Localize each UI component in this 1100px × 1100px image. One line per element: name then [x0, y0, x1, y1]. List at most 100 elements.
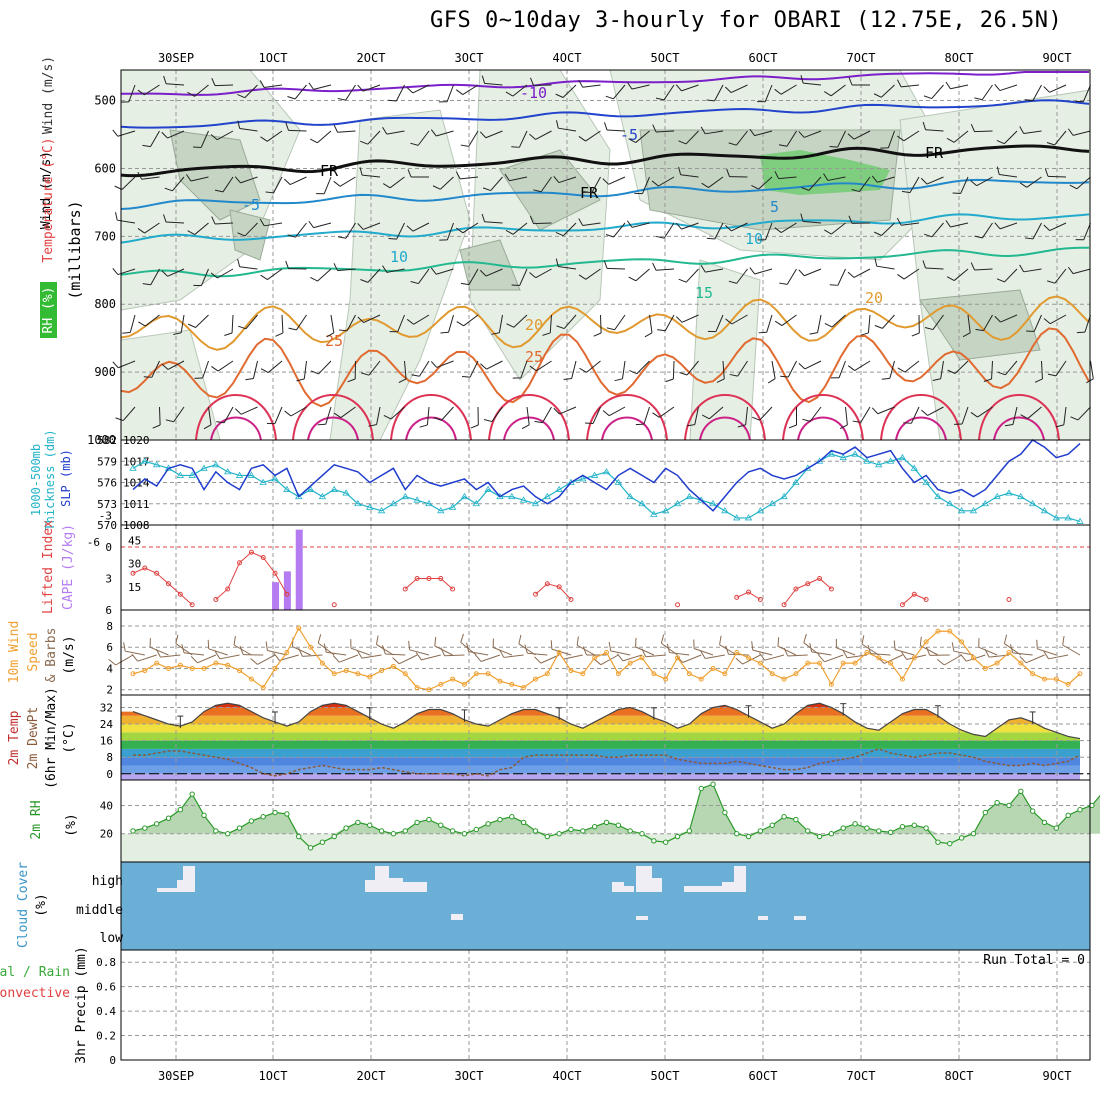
label-precip-total: Total / Rain [0, 965, 70, 980]
thickness-point [993, 492, 1001, 500]
thickness-point [590, 471, 599, 478]
label-slp: SLP (mb) [59, 449, 73, 507]
wind-barb [1063, 406, 1067, 425]
wind-barb [200, 130, 209, 148]
cloud-block [722, 882, 734, 892]
wind-barb-flag [578, 218, 584, 226]
wind-barb-flag [809, 642, 813, 652]
wind-barb [367, 268, 381, 283]
wind-barb-flag [970, 262, 975, 271]
label-lifted: Lifted Index [41, 520, 56, 614]
wind-barb [932, 314, 944, 330]
wind-barb-flag [185, 174, 192, 182]
wind-barb-flag [430, 267, 437, 275]
wind-barb [867, 314, 871, 333]
wind-barb [563, 654, 583, 660]
wind-barb-flag [298, 648, 303, 657]
wind-barb-flag [347, 378, 356, 383]
wind-barb [303, 360, 307, 379]
dewpoint-line [133, 748, 1081, 777]
isotherm-loop-inner [797, 416, 849, 441]
wind-barb [884, 654, 903, 664]
lifted-index-point [532, 591, 538, 597]
isotherm-line [120, 144, 1090, 178]
lifted-index-line [902, 593, 927, 606]
wind-barb-flag [725, 318, 733, 325]
cloud-block [451, 914, 463, 920]
x-tick-top: 5OCT [651, 51, 680, 65]
rh2m-point [627, 828, 633, 834]
rh2m-point [355, 819, 361, 826]
wind-barb-flag [237, 232, 246, 237]
wind-barb [330, 314, 335, 333]
wind-barb [562, 84, 577, 98]
wind-barb [362, 84, 381, 92]
thickness-point [141, 457, 149, 464]
isotherm-line [120, 99, 1090, 129]
wind-barb [339, 176, 356, 187]
wind-barb-flag [338, 329, 348, 332]
lifted-index-point [793, 586, 799, 592]
wind-speed-point [757, 660, 763, 666]
lifted-index-point [757, 597, 763, 602]
rh2m-point [686, 828, 693, 834]
y-tick-precip: 0.2 [96, 1030, 116, 1043]
cape-bar [295, 529, 303, 610]
rh2m-point [651, 838, 657, 844]
label-cape: CAPE (J/kg) [61, 524, 76, 610]
wind-speed-point [734, 650, 740, 655]
wind-barb [901, 84, 920, 88]
wind-barb [836, 647, 856, 656]
wind-barb-flag [392, 657, 400, 665]
run-total: Run Total = 0 [983, 953, 1085, 968]
wind-barb [909, 176, 920, 193]
wind-barb-flag [800, 213, 804, 222]
wind-barb-flag [628, 138, 636, 144]
wind-barb-flag [921, 409, 928, 416]
wind-barb-flag [651, 180, 659, 187]
wind-barb-flag [143, 376, 152, 378]
wind-barb-flag [777, 637, 780, 647]
thickness-point [863, 457, 871, 464]
lifted-index-point [248, 549, 254, 555]
rh2m-point [1065, 812, 1071, 819]
cloud-level-middle: middle [76, 903, 123, 918]
wind-barb-flag [901, 190, 911, 194]
wind-barb-flag [946, 276, 955, 282]
wind-barb [520, 360, 528, 379]
y-tick-cape: 45 [128, 534, 141, 547]
wind-barb-flag [137, 228, 145, 234]
wind-barb-flag [398, 378, 407, 383]
y-tick-wind: 4 [106, 662, 113, 675]
thickness-point [223, 468, 232, 475]
isotherm-loop [292, 394, 374, 441]
wind-barb-flag [660, 634, 665, 644]
wind-barb-flag [970, 180, 978, 187]
wind-barb-flag [310, 138, 318, 144]
rh2m-point [461, 831, 468, 837]
wind-barb [389, 176, 405, 189]
lifted-index-point [828, 586, 834, 592]
wind-barb-flag [1024, 99, 1033, 102]
thickness-point [377, 507, 386, 514]
wind-barb [190, 176, 209, 182]
lifted-index-point [426, 576, 432, 581]
wind-barb [217, 268, 234, 279]
wind-speed-point [355, 671, 361, 677]
wind-barb-flag [407, 169, 412, 178]
thickness-point [792, 478, 800, 485]
wind-barb [830, 84, 846, 97]
wind-barb [715, 314, 724, 332]
wind-barb-flag [265, 641, 268, 651]
wind-barb-flag [1044, 168, 1049, 177]
rh-band-low [121, 833, 1090, 862]
wind-barb [803, 220, 822, 224]
wind-barb [362, 174, 381, 178]
wind-speed-point [485, 671, 491, 677]
wind-barb [722, 360, 725, 379]
isotherm-line [120, 246, 1090, 278]
rh2m-point [319, 839, 326, 845]
wind-barb [151, 360, 160, 378]
rh2m-point [828, 831, 835, 837]
x-tick-bottom: 30SEP [158, 1069, 194, 1083]
